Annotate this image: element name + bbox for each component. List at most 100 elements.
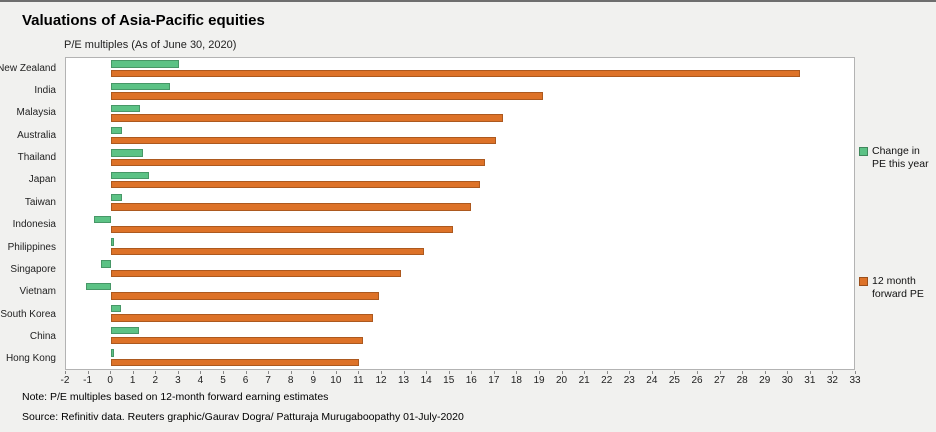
x-axis-tick-label: 13 <box>398 375 410 386</box>
bar-forward-pe <box>111 292 379 300</box>
bar-change-pe <box>111 304 122 313</box>
x-axis-tick-mark <box>606 371 608 374</box>
x-axis-tick-mark <box>87 371 89 374</box>
bar-row <box>66 325 854 347</box>
bar-change-pe <box>86 282 112 290</box>
y-axis-label: Taiwan <box>24 196 56 208</box>
y-axis-label: Singapore <box>10 263 56 275</box>
x-axis-tick-mark <box>132 371 134 374</box>
legend-label: 12 month forward PE <box>872 275 924 301</box>
x-axis-tick-label: 9 <box>310 375 317 386</box>
y-axis-label: Japan <box>28 174 56 186</box>
bar-row <box>66 102 854 124</box>
bar-forward-pe <box>111 336 364 344</box>
bar-forward-pe <box>111 225 454 233</box>
bar-row <box>66 302 854 324</box>
x-axis-tick-label: 25 <box>668 375 680 386</box>
bar-change-pe <box>111 149 143 157</box>
y-axis-label: India <box>34 85 56 97</box>
x-axis-tick-mark <box>742 371 744 374</box>
bar-change-pe <box>111 82 170 90</box>
x-axis-tick-mark <box>381 371 382 374</box>
x-axis-tick-label: 27 <box>714 375 726 386</box>
bar-change-pe <box>94 215 112 224</box>
x-axis-tick-mark <box>313 371 315 374</box>
bar-forward-pe <box>111 358 359 367</box>
bar-forward-pe <box>111 247 424 256</box>
x-axis-tick-mark <box>223 371 224 374</box>
x-axis-tick-label: 12 <box>375 375 387 386</box>
bar-change-pe <box>111 104 141 113</box>
x-axis-tick-mark <box>719 371 721 374</box>
bar-forward-pe <box>111 114 503 122</box>
x-axis-tick-label: 15 <box>443 375 455 386</box>
y-axis-label: South Korea <box>0 308 56 320</box>
x-axis: -2 -1 0 1 2 3 4 5 6 7 8 9 10 11 12 13 14 15 16 17 18 19 20 21 22… <box>61 375 861 388</box>
bar-forward-pe <box>111 314 374 322</box>
bar-row <box>66 236 854 258</box>
x-axis-tick-mark <box>403 371 405 374</box>
legend-swatch-icon <box>859 147 868 156</box>
y-axis-label: Indonesia <box>12 219 56 231</box>
bar-change-pe <box>111 60 179 68</box>
x-axis-tick-label: 21 <box>578 375 590 386</box>
x-axis-tick-label: 22 <box>601 375 613 386</box>
x-axis-tick-label: 23 <box>623 375 635 386</box>
bar-forward-pe <box>111 203 472 211</box>
plot-area <box>65 57 855 370</box>
bar-change-pe <box>111 349 115 357</box>
x-axis-tick-mark <box>245 371 247 374</box>
x-axis-tick-mark <box>110 371 112 374</box>
bar-forward-pe <box>111 136 496 144</box>
x-axis-tick-label: 10 <box>330 375 342 386</box>
x-axis-tick-label: 26 <box>691 375 703 386</box>
bar-change-pe <box>111 193 123 202</box>
x-axis-tick-label: 28 <box>736 375 748 386</box>
x-axis-tick-label: 16 <box>465 375 477 386</box>
x-axis-tick-label: 5 <box>220 375 226 386</box>
x-axis-tick-mark <box>651 371 653 374</box>
x-axis-tick-label: 31 <box>804 375 816 386</box>
x-axis-tick-label: 24 <box>646 375 658 386</box>
x-axis-tick-mark <box>764 371 766 374</box>
x-axis-tick-mark <box>539 371 540 374</box>
x-axis-tick-mark <box>516 371 518 374</box>
bar-change-pe <box>100 260 112 268</box>
x-axis-tick-mark <box>584 371 586 374</box>
bar-change-pe <box>111 171 150 179</box>
x-axis-tick-label: 1 <box>129 375 136 386</box>
x-axis-tick-mark <box>177 371 179 374</box>
x-axis-tick-mark <box>335 371 337 374</box>
x-axis-tick-label: 14 <box>420 375 432 386</box>
x-axis-tick-label: 8 <box>287 375 294 386</box>
y-axis-label: China <box>29 330 56 342</box>
x-axis-tick-mark <box>290 371 292 374</box>
bar-forward-pe <box>111 69 800 78</box>
bar-forward-pe <box>111 158 485 167</box>
bar-change-pe <box>111 127 123 135</box>
x-axis-tick-mark <box>471 371 473 374</box>
x-axis-tick-label: 32 <box>826 375 838 386</box>
y-axis-label: Hong Kong <box>5 353 56 365</box>
x-axis-tick-label: 11 <box>353 375 364 386</box>
x-axis-tick-mark <box>855 371 856 374</box>
x-axis-tick-mark <box>787 371 789 374</box>
chart-source: Source: Refinitiv data. Reuters graphic/… <box>22 411 464 423</box>
bar-row <box>66 80 854 102</box>
x-axis-tick-label: 17 <box>488 375 500 386</box>
bar-forward-pe <box>111 269 402 278</box>
x-axis-tick-mark <box>426 371 428 374</box>
y-axis-label: New Zealand <box>0 62 56 74</box>
x-axis-tick-label: -2 <box>60 375 70 386</box>
bar-row <box>66 169 854 191</box>
x-axis-tick-mark <box>448 371 450 374</box>
bar-row <box>66 258 854 280</box>
x-axis-tick-mark <box>561 371 563 374</box>
x-axis-tick-mark <box>629 371 631 374</box>
x-axis-tick-mark <box>155 371 157 374</box>
bar-row <box>66 147 854 169</box>
x-axis-tick-mark <box>832 371 834 374</box>
legend-item: Change in PE this year <box>859 145 934 171</box>
x-axis-tick-label: 33 <box>849 375 861 386</box>
